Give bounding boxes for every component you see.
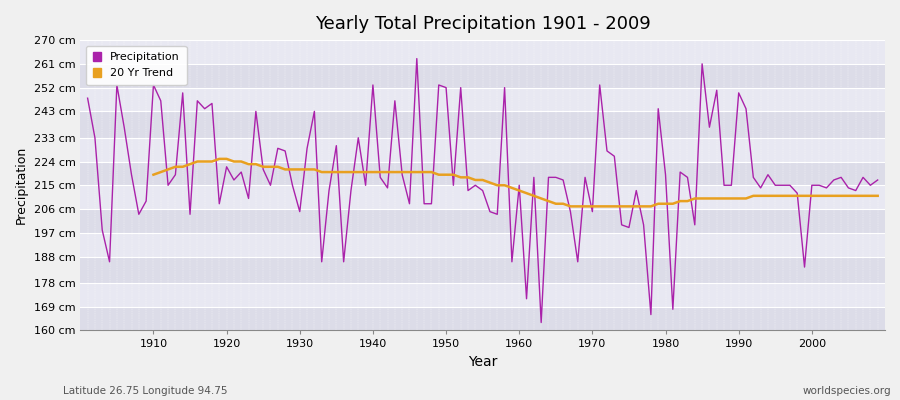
Text: worldspecies.org: worldspecies.org: [803, 386, 891, 396]
Bar: [80, 64, 885, 88]
Bar: [80, 283, 885, 307]
Legend: Precipitation, 20 Yr Trend: Precipitation, 20 Yr Trend: [86, 46, 186, 85]
Bar: [80, 40, 885, 64]
Bar: [80, 209, 885, 233]
Bar: [80, 138, 885, 162]
X-axis label: Year: Year: [468, 355, 498, 369]
Bar: [80, 88, 885, 111]
Bar: [80, 307, 885, 330]
Bar: [80, 162, 885, 185]
Bar: [80, 233, 885, 256]
Y-axis label: Precipitation: Precipitation: [15, 146, 28, 224]
Title: Yearly Total Precipitation 1901 - 2009: Yearly Total Precipitation 1901 - 2009: [315, 15, 651, 33]
Bar: [80, 256, 885, 283]
Text: Latitude 26.75 Longitude 94.75: Latitude 26.75 Longitude 94.75: [63, 386, 228, 396]
Bar: [80, 111, 885, 138]
Bar: [80, 185, 885, 209]
